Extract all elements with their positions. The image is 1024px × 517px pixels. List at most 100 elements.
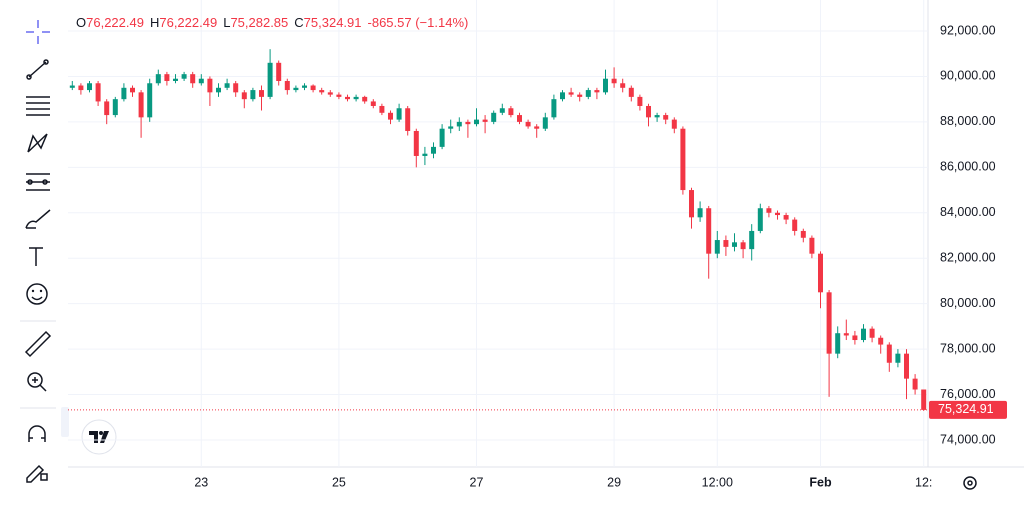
l-key: L xyxy=(223,15,231,30)
text-tool[interactable] xyxy=(29,247,43,266)
candle-body xyxy=(706,208,712,254)
c-key: C xyxy=(294,15,304,30)
candle-body xyxy=(388,112,393,120)
candle-body xyxy=(465,121,471,125)
candle-body xyxy=(646,105,651,118)
open-value: 76,222.49 xyxy=(86,15,144,30)
candle-body xyxy=(843,333,849,336)
candle-body xyxy=(121,87,127,100)
candle-body xyxy=(818,253,823,293)
high-value: 76,222.49 xyxy=(159,15,218,30)
lock-tool[interactable] xyxy=(26,464,48,483)
forecast-tool[interactable] xyxy=(26,173,50,191)
candle-body xyxy=(362,96,368,102)
ohlc-legend: O76,222.49 H76,222.49 L75,282.85 C75,324.91… xyxy=(76,15,474,30)
candle-body xyxy=(904,353,909,379)
candle-body xyxy=(173,78,178,81)
fib-tool[interactable] xyxy=(26,96,50,116)
settings-icon[interactable] xyxy=(963,476,977,490)
candle-body xyxy=(491,112,497,122)
candle-body xyxy=(259,90,264,97)
x-tick-label: 23 xyxy=(194,475,208,489)
candle-body xyxy=(740,242,746,250)
h-key: H xyxy=(149,15,160,30)
candle-body xyxy=(198,78,204,84)
x-tick-label: Feb xyxy=(809,475,832,489)
toolbar xyxy=(20,20,56,483)
candle-body xyxy=(689,190,694,218)
candle-body xyxy=(233,83,239,93)
candle-body xyxy=(353,96,359,100)
candle-body xyxy=(78,85,84,91)
candle-body xyxy=(525,121,531,127)
candle-body xyxy=(379,105,385,113)
candle-body xyxy=(499,108,505,113)
candle-body xyxy=(654,115,660,118)
candle-body xyxy=(87,83,92,91)
candle-body xyxy=(792,219,798,231)
candle-body xyxy=(878,337,884,345)
candle-body xyxy=(517,115,522,122)
candle-body xyxy=(413,130,419,156)
candle-body xyxy=(112,99,118,116)
y-tick-label: 88,000.00 xyxy=(940,114,996,128)
candle-body xyxy=(766,208,772,213)
candle-body xyxy=(138,92,144,118)
candle-body xyxy=(508,108,514,116)
last-price-tag xyxy=(929,400,1007,419)
y-tick-label: 92,000.00 xyxy=(940,23,996,37)
candle-body xyxy=(336,94,342,97)
candle-body xyxy=(886,344,892,363)
candle-body xyxy=(69,85,75,88)
x-tick-label: 27 xyxy=(470,475,484,489)
candle-body xyxy=(130,87,135,93)
candle-body xyxy=(800,230,806,238)
candle-body xyxy=(224,83,230,88)
candle-body xyxy=(276,62,282,81)
candle-body xyxy=(560,92,565,100)
candle-body xyxy=(835,333,841,354)
tv-logo xyxy=(81,419,117,455)
candle-body xyxy=(551,99,557,118)
y-tick-label: 78,000.00 xyxy=(940,341,996,355)
candle-body xyxy=(216,87,221,93)
collapse-handle[interactable] xyxy=(61,407,69,437)
y-tick-label: 84,000.00 xyxy=(940,205,996,219)
y-tick-label: 80,000.00 xyxy=(940,296,996,310)
candle-body xyxy=(405,108,411,131)
candle-body xyxy=(534,126,540,129)
candle-body xyxy=(697,208,703,218)
change-value: -865.57 (−1.14%) xyxy=(367,15,469,30)
candle-body xyxy=(95,83,101,102)
y-tick-label: 86,000.00 xyxy=(940,160,996,174)
pattern-tool[interactable] xyxy=(27,133,48,153)
candle-body xyxy=(104,101,110,116)
ruler-tool[interactable] xyxy=(24,330,52,358)
candle-body xyxy=(895,353,901,363)
candle-body xyxy=(611,78,617,84)
x-tick-label: 29 xyxy=(607,475,621,489)
candle-body xyxy=(577,94,583,97)
candle-body xyxy=(310,85,316,91)
candle-body xyxy=(284,80,290,91)
candle-body xyxy=(585,90,591,97)
trend-line-tool[interactable] xyxy=(26,59,49,80)
candle-body xyxy=(396,108,402,120)
candle-body xyxy=(637,96,643,106)
candle-body xyxy=(319,90,325,93)
magnet-tool[interactable] xyxy=(28,425,46,442)
candle-body xyxy=(327,92,333,95)
zoom-tool[interactable] xyxy=(27,372,47,392)
candle-body xyxy=(921,389,927,410)
candle-body xyxy=(456,121,462,127)
candle-body xyxy=(714,240,720,254)
candle-body xyxy=(912,378,918,390)
candle-body xyxy=(542,117,548,129)
emoji-tool[interactable] xyxy=(26,283,48,305)
candle-body xyxy=(474,119,479,125)
brush-tool[interactable] xyxy=(25,209,51,229)
crosshair-tool[interactable] xyxy=(26,20,50,44)
candle-body xyxy=(267,62,273,97)
